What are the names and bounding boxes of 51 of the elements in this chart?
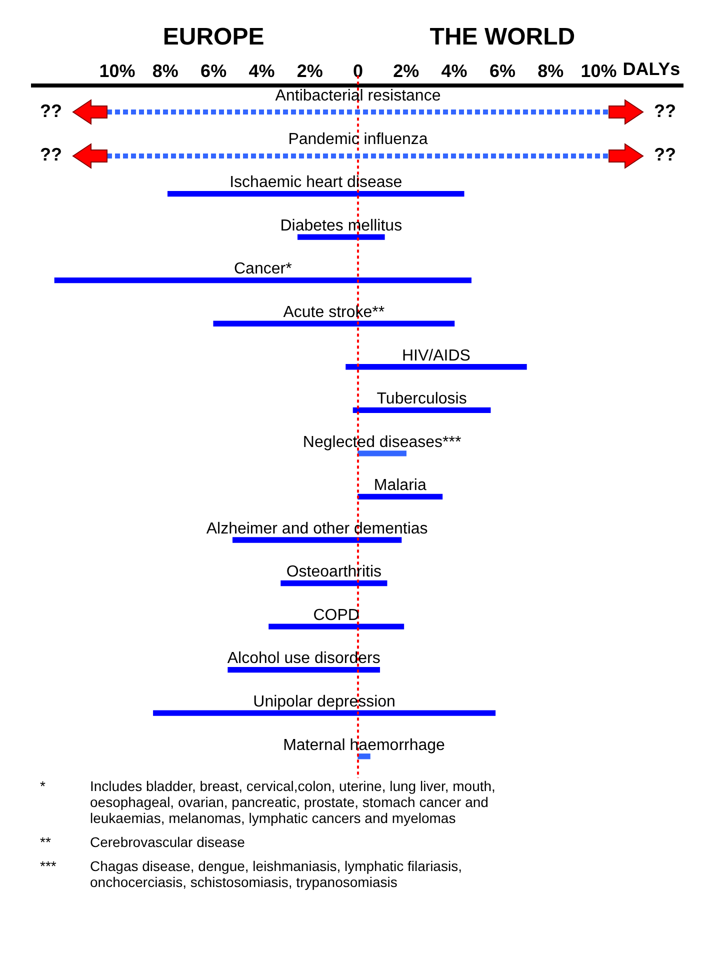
x-tick-label: 10%	[99, 60, 136, 81]
y-tick-label: Tuberculosis	[376, 390, 467, 408]
x-tick-label: 0	[352, 60, 364, 81]
x-tick-label: 2%	[393, 60, 420, 81]
bar	[167, 190, 464, 197]
y-tick-label: Cancer*	[234, 260, 292, 278]
x-tick-label: 4%	[441, 60, 468, 81]
y-tick-label: Diabetes mellitus	[280, 217, 402, 234]
y-tick-label: Neglected diseases***	[302, 434, 462, 451]
x-tick-label: 6%	[489, 60, 516, 81]
bar	[153, 710, 496, 716]
annotation: ??	[40, 101, 62, 122]
bar	[358, 450, 406, 456]
y-tick-label: Osteoarthritis	[286, 564, 382, 581]
text: * Includes bladder, breast, cervical,colon, uterine, lung liver, mouth, oesophageal, ovarian, pancreatic, prostate, stomach cancer and leukaemias, melanomas, lymphatic cancers and myelomas	[40, 778, 496, 826]
x-tick-label: 10%	[580, 60, 617, 81]
bar	[280, 580, 388, 586]
text: EUROPE	[162, 24, 264, 51]
bar	[213, 320, 455, 326]
bar	[54, 278, 472, 284]
annotation: ??	[654, 144, 676, 164]
bar	[232, 537, 402, 543]
x-axis-title: DALYs	[622, 58, 680, 79]
text: THE WORLD	[430, 24, 576, 51]
y-tick-label: Unipolar depression	[253, 693, 396, 710]
y-tick-label: Antibacterial resistance	[275, 88, 441, 105]
bar	[346, 364, 527, 370]
bar	[358, 494, 443, 500]
y-tick-label: Acute stroke**	[283, 304, 385, 322]
y-tick-label: Malaria	[374, 477, 426, 494]
y-tick-label: COPD	[313, 606, 360, 624]
x-tick-label: 4%	[248, 60, 275, 81]
x-tick-label: 8%	[538, 60, 564, 81]
x-tick-label: 2%	[296, 60, 323, 81]
bar	[352, 407, 491, 413]
y-tick-label: Alzheimer and other dementias	[206, 520, 428, 538]
y-tick-label: Maternal haemorrhage	[283, 736, 446, 754]
text: *** Chagas disease, dengue, leishmaniasis, lymphatic filariasis, onchocerciasis, schistosomiasis, trypanosomiasis	[40, 858, 462, 890]
annotation: ??	[40, 144, 62, 164]
annotation: ??	[654, 101, 676, 122]
bar	[268, 624, 404, 630]
x-tick-label: 6%	[200, 60, 227, 81]
y-tick-label: HIV/AIDS	[402, 347, 470, 364]
x-tick-label: 8%	[152, 60, 178, 81]
y-tick-label: Pandemic influenza	[288, 130, 428, 148]
bar	[358, 754, 370, 760]
y-tick-label: Alcohol use disorders	[227, 650, 380, 668]
y-tick-label: Ischaemic heart disease	[230, 174, 402, 192]
bar	[228, 666, 380, 673]
bar	[297, 234, 385, 240]
text: ** Cerebrovascular disease	[40, 834, 245, 850]
